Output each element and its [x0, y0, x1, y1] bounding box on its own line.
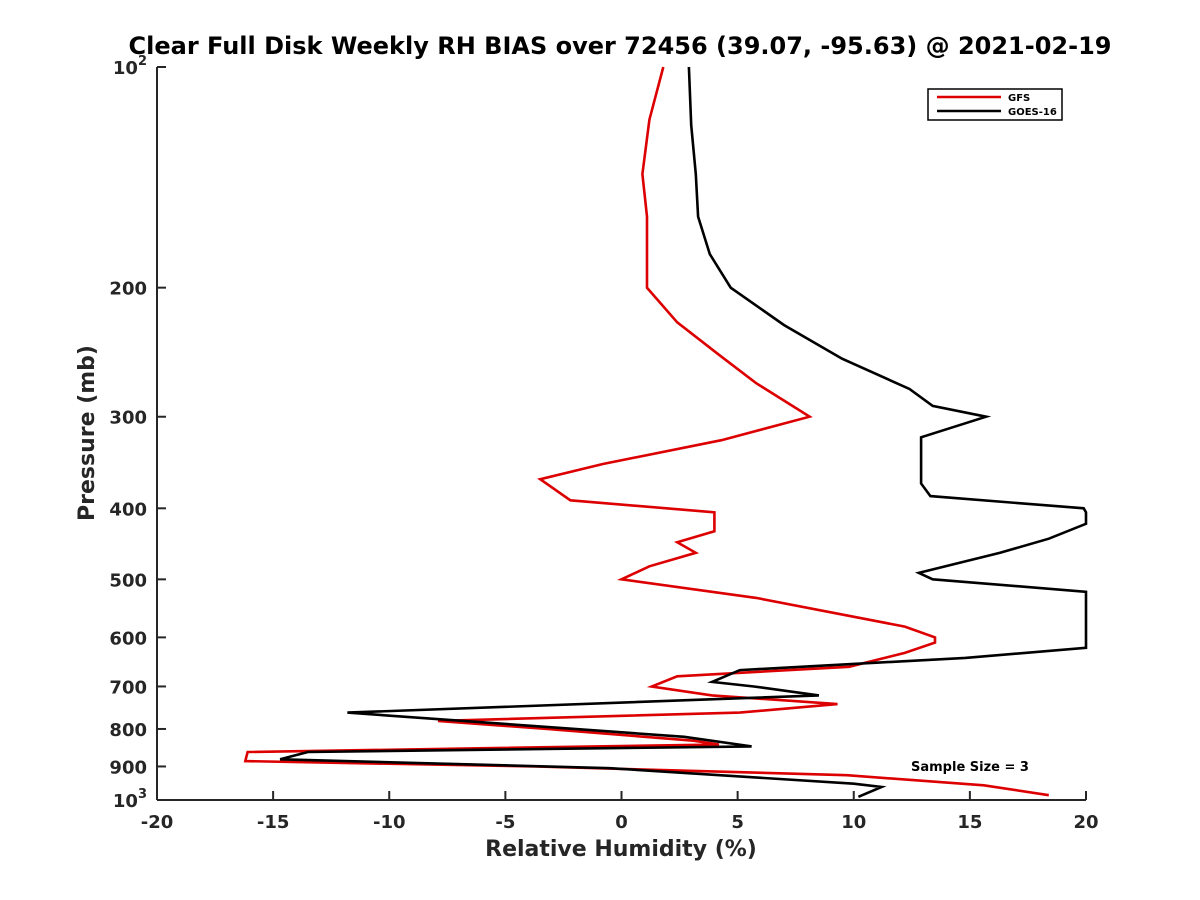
y-tick-label: 103: [113, 787, 147, 812]
series-line-gfs: [243, 66, 1049, 797]
y-tick-label: 102: [113, 54, 147, 79]
y-tick-label: 300: [109, 408, 147, 429]
x-tick-label: 0: [615, 812, 628, 833]
legend-label-goes16: GOES-16: [1008, 107, 1057, 118]
x-tick-label: -20: [141, 812, 174, 833]
x-tick-label: 15: [957, 812, 982, 833]
x-tick-label: 20: [1073, 812, 1098, 833]
plot-area: [157, 67, 1086, 800]
series-layer: [243, 66, 1088, 798]
y-tick-label: 500: [109, 570, 147, 591]
y-tick-label: 400: [109, 499, 147, 520]
x-tick-label: -5: [495, 812, 515, 833]
chart-title: Clear Full Disk Weekly RH BIAS over 7245…: [129, 32, 1112, 60]
x-tick-label: -15: [257, 812, 290, 833]
legend: GFS GOES-16: [927, 88, 1063, 121]
x-axis-label: Relative Humidity (%): [485, 837, 757, 862]
y-tick-label: 600: [109, 628, 147, 649]
x-tick-label: -10: [373, 812, 406, 833]
series-line-goes16: [279, 66, 1088, 798]
x-tick-label: 10: [841, 812, 866, 833]
y-tick-label: 700: [109, 677, 147, 698]
sample-size-annotation: Sample Size = 3: [911, 760, 1029, 775]
legend-box: [927, 88, 1063, 121]
y-tick-label: 800: [109, 720, 147, 741]
ticks: -20 -15 -10 -5 0 5 10 15 20 102 200 300 400 500 600 700…: [109, 54, 1098, 833]
y-tick-label: 200: [109, 279, 147, 300]
x-tick-label: 5: [731, 812, 744, 833]
y-axis-label: Pressure (mb): [75, 345, 100, 521]
legend-label-gfs: GFS: [1008, 93, 1030, 104]
y-tick-label: 900: [109, 757, 147, 778]
